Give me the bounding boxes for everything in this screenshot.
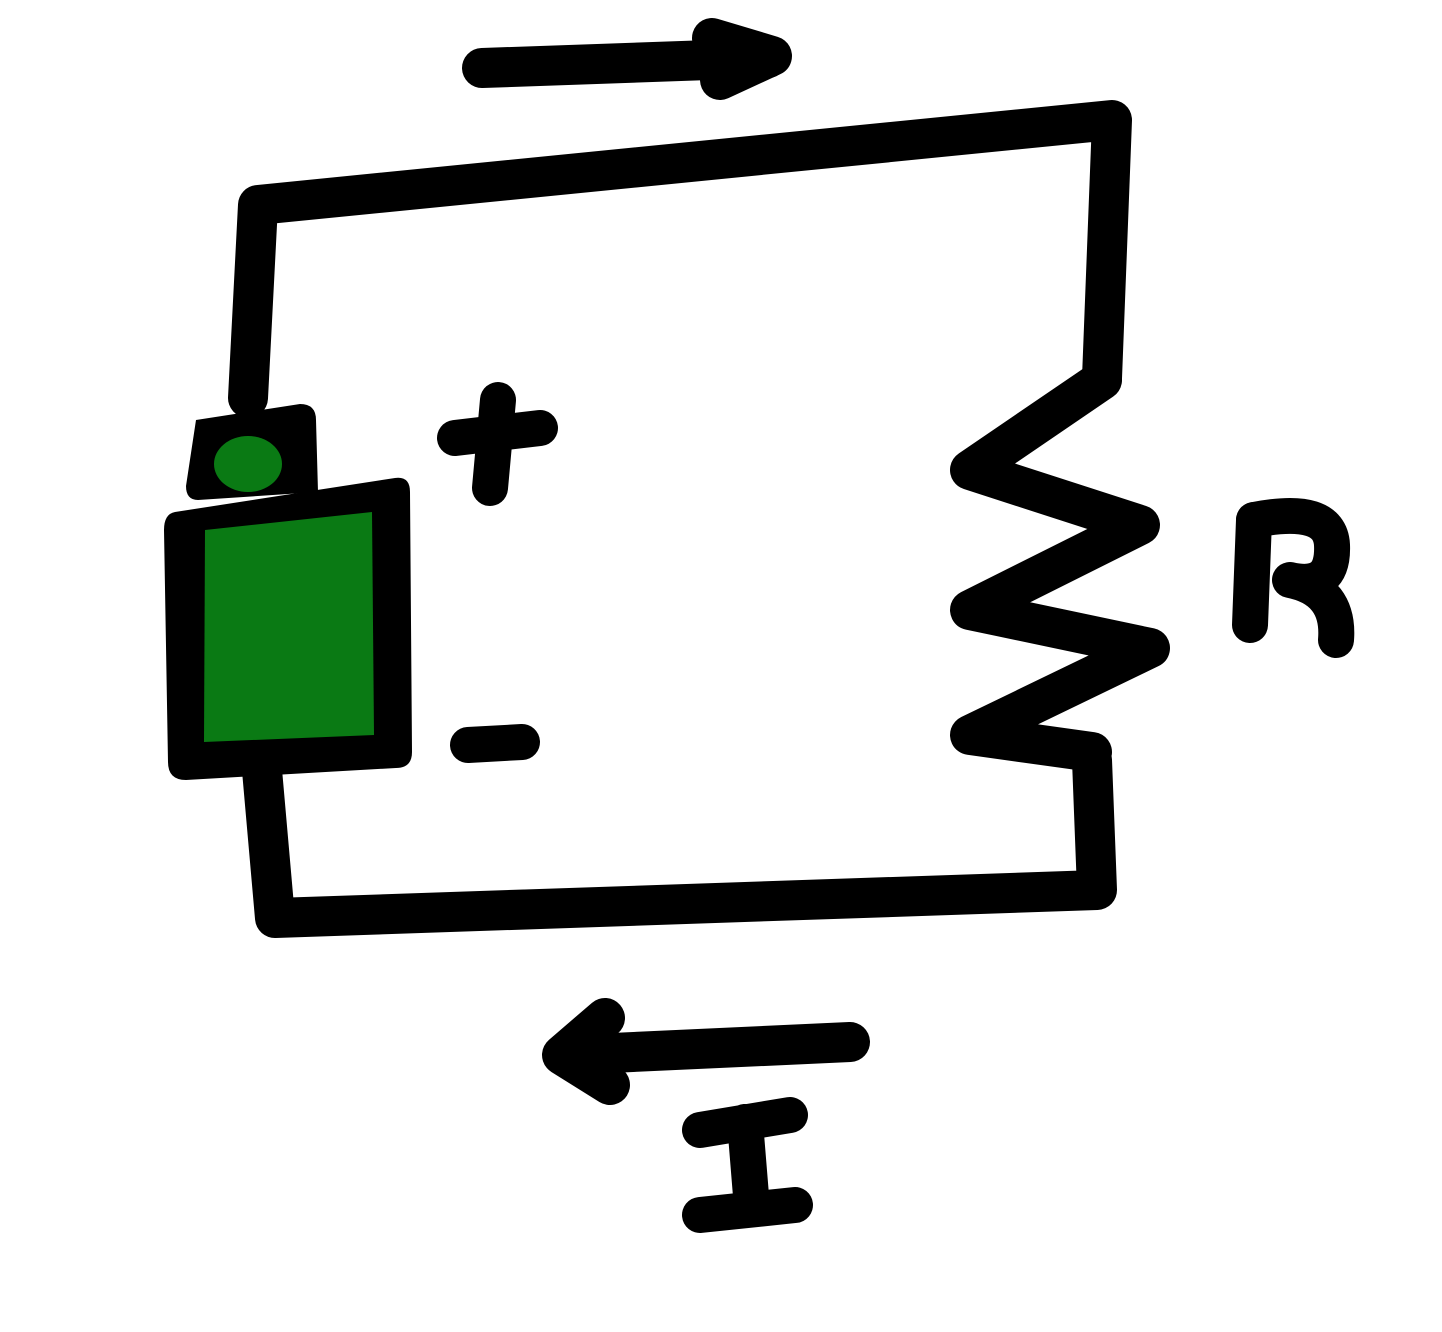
arrow-right-icon bbox=[462, 18, 792, 100]
battery-fill bbox=[204, 512, 374, 742]
minus-sign-icon bbox=[450, 724, 540, 763]
top-wire bbox=[228, 100, 1132, 418]
bottom-wire bbox=[242, 740, 1117, 938]
plus-sign-icon bbox=[437, 382, 558, 506]
current-label-icon bbox=[682, 1097, 813, 1233]
arrow-left-icon bbox=[542, 998, 870, 1105]
resistor-label-icon bbox=[1232, 497, 1355, 658]
resistor-icon bbox=[950, 360, 1170, 772]
battery-terminal-cap bbox=[214, 436, 282, 492]
resistor-label: R bbox=[1292, 599, 1293, 601]
